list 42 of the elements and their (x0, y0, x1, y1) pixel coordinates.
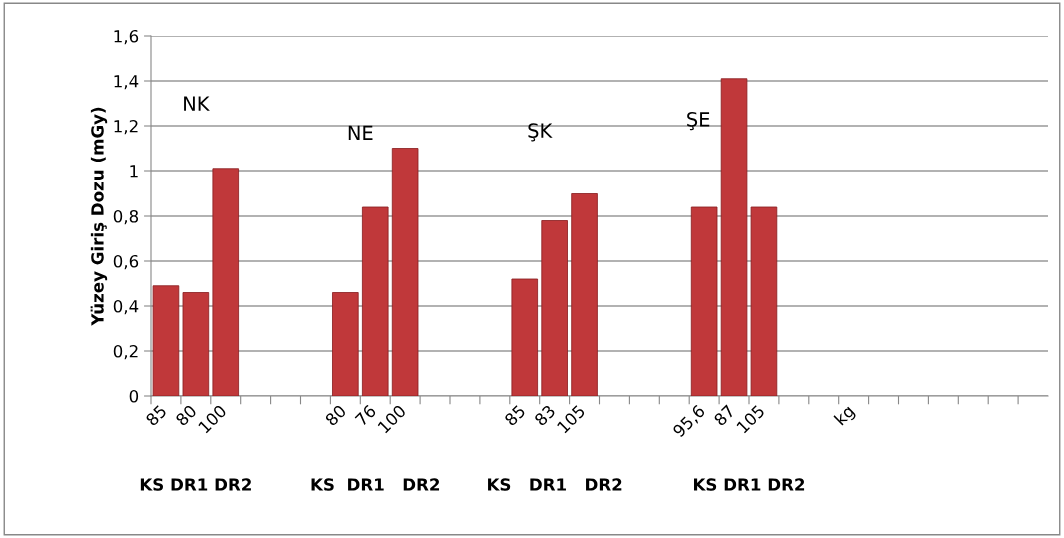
x-tick-label: 100 (197, 404, 228, 434)
bar (361, 206, 389, 396)
y-tick-label: 1,2 (114, 119, 138, 135)
annotation: NE (348, 125, 373, 140)
annotation: NK (184, 96, 210, 111)
bar (332, 292, 359, 396)
y-axis-title: Yüzey Giriş Dozu (mGy) (90, 107, 108, 326)
annotation: ŞE (687, 112, 710, 131)
x-tick-label: 105 (736, 404, 766, 434)
x-tick-label: 85 (503, 404, 526, 427)
y-tick-label: 0 (129, 389, 139, 403)
text: KS DR1 DR2 (694, 478, 805, 491)
x-tick-label: 80 (324, 404, 347, 427)
text: KS DR1 DR2 (140, 478, 251, 491)
bar (391, 148, 419, 396)
x-tick-label: 87 (713, 404, 736, 427)
x-tick-label: 76 (354, 404, 377, 427)
annotation: ŞK (528, 123, 553, 142)
y-tick-label: 0,2 (113, 344, 138, 360)
bar (690, 206, 718, 396)
bar (720, 78, 748, 396)
bar (152, 285, 180, 396)
text: KS DR1 DR2 (311, 478, 440, 491)
bar (511, 278, 539, 396)
x-tick-label: kg (833, 404, 858, 428)
y-tick-label: 0,6 (113, 254, 139, 270)
text: KS DR1 DR2 (488, 478, 622, 491)
y-tick-label: 0,8 (113, 209, 139, 225)
bar (750, 206, 778, 396)
bar (212, 168, 240, 396)
bar (571, 193, 598, 396)
x-tick-label: 83 (533, 404, 556, 427)
y-tick-label: 0,4 (113, 299, 139, 315)
y-tick-label: 1 (130, 165, 138, 178)
bar (182, 292, 210, 396)
y-tick-label: 1,4 (114, 75, 139, 90)
x-tick-label: 105 (556, 404, 586, 434)
x-tick-label: 100 (377, 404, 407, 434)
x-tick-label: 80 (174, 404, 198, 427)
x-tick-label: 85 (145, 404, 168, 427)
y-tick-label: 1,6 (114, 29, 139, 45)
bar (541, 220, 568, 396)
